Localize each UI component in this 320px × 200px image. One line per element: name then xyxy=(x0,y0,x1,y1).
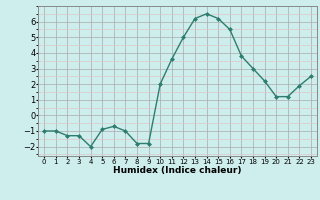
X-axis label: Humidex (Indice chaleur): Humidex (Indice chaleur) xyxy=(113,166,242,175)
